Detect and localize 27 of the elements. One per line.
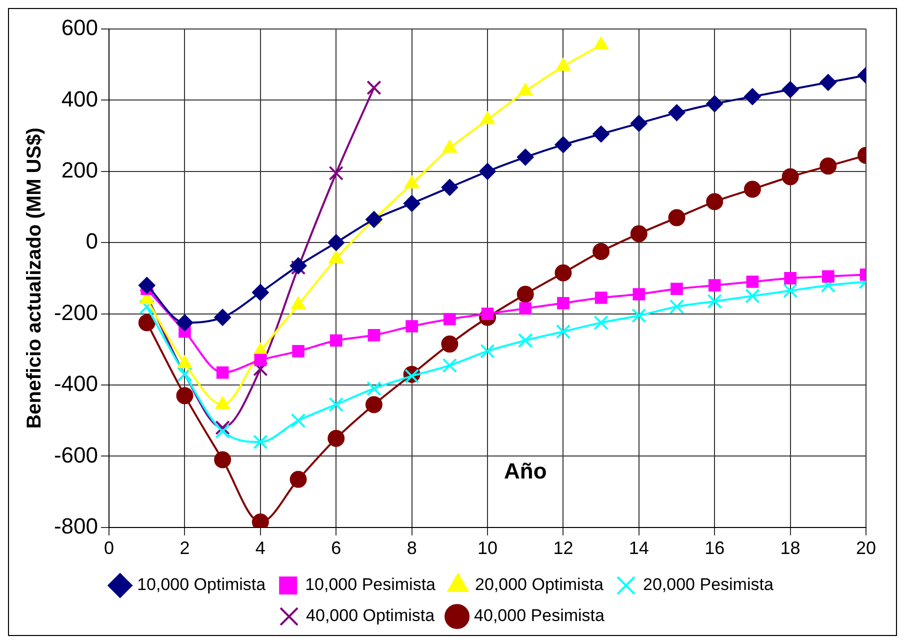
x-tick-label: 2 (180, 538, 190, 558)
legend-label: 20,000 Pesimista (643, 575, 774, 594)
x-tick-label: 18 (780, 538, 800, 558)
x-tick-label: 8 (406, 538, 417, 558)
x-tick-label: 14 (628, 538, 649, 558)
y-tick-label: -400 (54, 371, 98, 396)
x-tick-label: 0 (104, 538, 114, 558)
legend-label: 20,000 Optimista (475, 575, 604, 594)
x-tick-label: 16 (704, 538, 725, 558)
x-tick-label: 4 (255, 538, 266, 558)
y-tick-label: -800 (54, 513, 98, 538)
y-tick-label: 200 (61, 157, 98, 182)
y-tick-label: 400 (61, 86, 98, 112)
y-axis-title: Beneficio actualizado (MM US$) (24, 128, 46, 429)
legend-label: 40,000 Pesimista (474, 606, 606, 626)
y-tick-label: 600 (61, 15, 98, 40)
x-axis-title: Año (504, 458, 547, 484)
y-tick-label: -600 (54, 442, 98, 468)
legend-label: 40,000 Optimista (306, 606, 436, 626)
x-tick-label: 10 (478, 538, 498, 558)
y-tick-label: 0 (86, 228, 98, 254)
legend-label: 10,000 Optimista (137, 575, 266, 594)
y-tick-label: -200 (54, 300, 98, 325)
x-tick-label: 20 (856, 538, 876, 558)
x-tick-label: 12 (553, 538, 574, 558)
legend-label: 10,000 Pesimista (305, 575, 436, 594)
x-tick-label: 6 (331, 538, 342, 558)
